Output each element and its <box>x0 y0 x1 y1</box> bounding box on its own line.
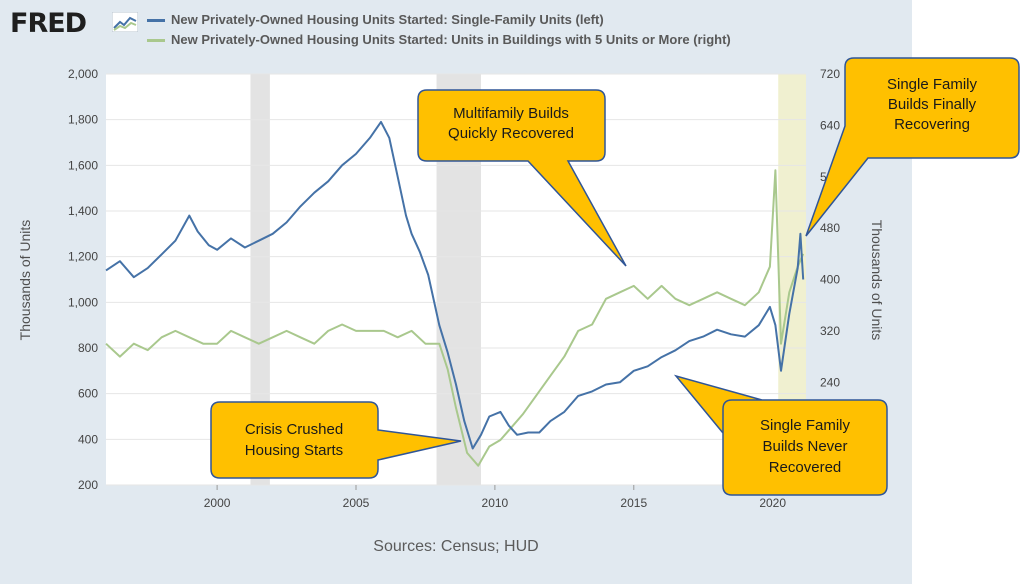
x-axis-ticks: 2000 2005 2010 2015 2020 <box>204 485 786 510</box>
left-tick-label: 200 <box>78 478 98 492</box>
left-tick-label: 1,800 <box>68 113 98 127</box>
x-tick-label: 2005 <box>343 496 370 510</box>
callout-text: Recovering <box>894 116 970 133</box>
left-tick-label: 1,200 <box>68 250 98 264</box>
left-tick-label: 800 <box>78 341 98 355</box>
left-tick-label: 400 <box>78 432 98 446</box>
callout-box <box>673 374 888 496</box>
left-tick-label: 2,000 <box>68 67 98 81</box>
recession-band <box>250 74 270 485</box>
callout-text: Single Family <box>760 417 851 434</box>
legend-label: New Privately-Owned Housing Units Starte… <box>171 32 731 47</box>
right-tick-label: 640 <box>820 118 840 132</box>
right-tick-label: 320 <box>820 324 840 338</box>
fred-chart-icon <box>112 12 138 32</box>
left-tick-label: 1,600 <box>68 158 98 172</box>
x-tick-label: 2020 <box>759 496 786 510</box>
callout-text: Builds Finally <box>888 96 977 113</box>
x-tick-label: 2000 <box>204 496 231 510</box>
right-tick-label: 720 <box>820 67 840 81</box>
right-tick-label: 240 <box>820 375 840 389</box>
callout-text: Recovered <box>769 459 842 476</box>
right-tick-label: 400 <box>820 273 840 287</box>
right-tick-label: 480 <box>820 221 840 235</box>
left-tick-label: 600 <box>78 387 98 401</box>
multifamily-series-line <box>105 169 805 467</box>
series-lines <box>105 120 805 467</box>
legend-swatch-blue <box>147 19 165 23</box>
callout-text: Housing Starts <box>245 442 343 459</box>
callout-text: Crisis Crushed <box>245 421 343 438</box>
callout-single-family-never: Single Family Builds Never Recovered <box>673 374 888 496</box>
x-tick-label: 2010 <box>482 496 509 510</box>
callout-text: Multifamily Builds <box>453 105 569 122</box>
right-axis-label: Thousands of Units <box>869 220 885 341</box>
callout-box <box>417 89 627 267</box>
sources-caption: Sources: Census; HUD <box>373 538 539 555</box>
callout-crisis: Crisis Crushed Housing Starts <box>210 401 462 479</box>
callout-text: Quickly Recovered <box>448 125 574 142</box>
callout-box <box>805 57 1020 237</box>
gridlines <box>106 73 806 486</box>
fred-logo: FRED <box>10 8 87 39</box>
callout-box <box>210 401 462 479</box>
left-tick-label: 1,400 <box>68 204 98 218</box>
legend-swatch-green <box>147 39 165 43</box>
legend-item-multifamily: New Privately-Owned Housing Units Starte… <box>147 32 731 47</box>
left-tick-label: 1,000 <box>68 295 98 309</box>
callout-text: Single Family <box>887 76 978 93</box>
x-tick-label: 2015 <box>620 496 647 510</box>
left-axis-ticks: 200 400 600 800 1,000 1,200 1,400 1,600 1,800 2,0… <box>68 67 98 492</box>
legend-label: New Privately-Owned Housing Units Starte… <box>171 12 604 27</box>
callout-single-family-recovering: Single Family Builds Finally Recovering <box>805 57 1020 237</box>
single-family-series-line <box>105 120 805 450</box>
left-axis-label: Thousands of Units <box>17 220 33 341</box>
legend-item-single-family: New Privately-Owned Housing Units Starte… <box>147 12 604 27</box>
callout-text: Builds Never <box>762 438 847 455</box>
callout-multifamily: Multifamily Builds Quickly Recovered <box>417 89 627 267</box>
